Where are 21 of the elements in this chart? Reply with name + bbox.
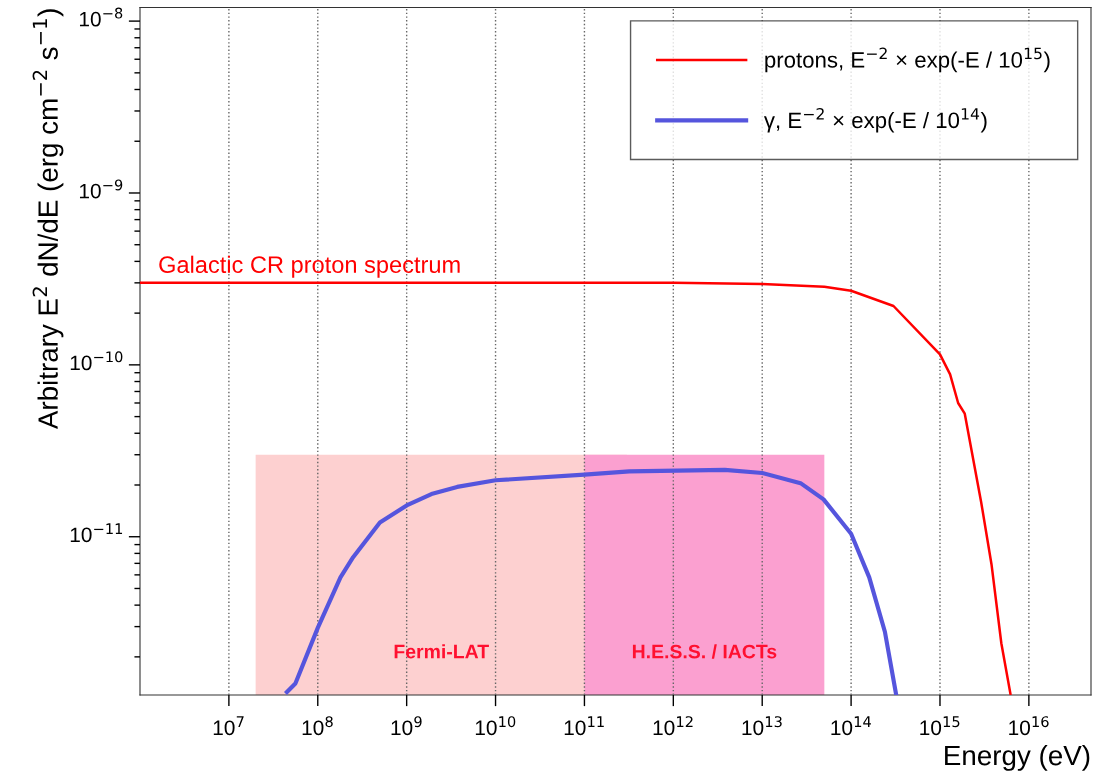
x-tick-label: 10$^{14}$ — [831, 716, 871, 736]
legend-label: γ, E$^{−2}$ × exp(-E / 10$^{14}$) — [763, 107, 987, 133]
x-tick-label: 10$^{10}$ — [475, 716, 516, 736]
x-tick-label: 10$^{9}$ — [391, 716, 422, 736]
x-tick-label: 10$^{8}$ — [302, 716, 333, 736]
y-tick-label: 10$^{−8}$ — [79, 7, 123, 27]
x-tick-label: 10$^{12}$ — [653, 716, 693, 736]
x-tick-label: 10$^{7}$ — [213, 716, 244, 736]
x-tick-label: 10$^{16}$ — [1009, 716, 1049, 736]
series-label: Fermi-LAT — [394, 644, 489, 659]
x-tick-label: 10$^{15}$ — [920, 716, 960, 736]
y-tick-label: 10$^{−10}$ — [70, 351, 123, 371]
y-tick-label: 10$^{−9}$ — [79, 179, 123, 199]
x-tick-label: 10$^{11}$ — [564, 716, 604, 736]
x-axis-title: Energy (eV) — [945, 744, 1090, 771]
y-tick-label: 10$^{−11}$ — [70, 523, 123, 543]
x-tick-label: 10$^{13}$ — [742, 716, 782, 736]
legend-label: protons, E$^{−2}$ × exp(-E / 10$^{15}$) — [765, 47, 1050, 73]
y-axis-title: Arbitrary E$^{2}$ dN/dE (erg cm$^{−2}$ s$^{−1}$) — [32, 9, 64, 430]
series-label: H.E.S.S. / IACTs — [632, 644, 777, 659]
annotation: Galactic CR proton spectrum — [159, 255, 460, 278]
